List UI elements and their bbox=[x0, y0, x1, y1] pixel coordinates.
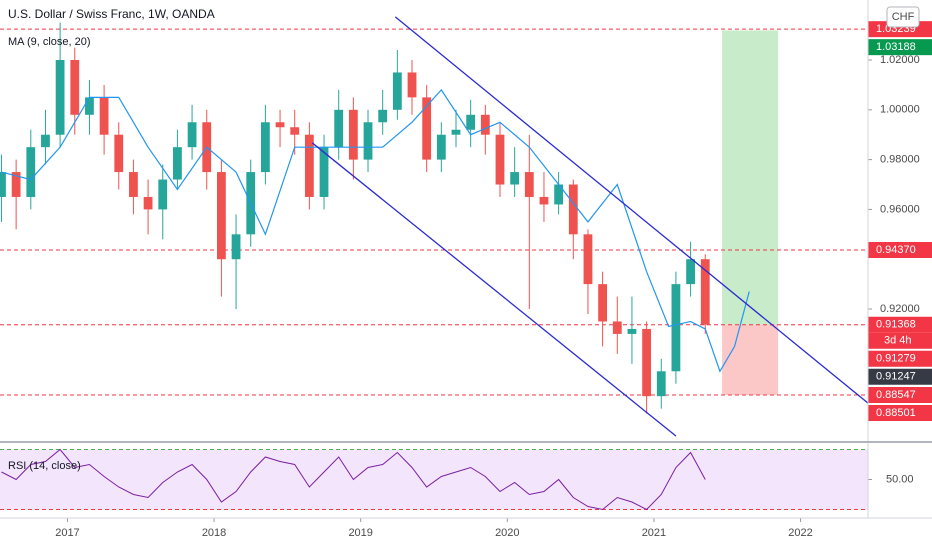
labels: U.S. Dollar / Swiss Franc, 1W, OANDA MA … bbox=[8, 6, 920, 472]
candle-body bbox=[363, 122, 373, 160]
candle-body bbox=[70, 60, 80, 115]
channel-line bbox=[311, 142, 677, 437]
candle-body bbox=[114, 134, 124, 173]
candle-body bbox=[656, 371, 666, 397]
y-tick-label: 0.98000 bbox=[880, 154, 920, 166]
candle-body bbox=[495, 134, 505, 185]
price-label-badge bbox=[868, 39, 932, 56]
candle-body bbox=[480, 114, 490, 135]
candle-body bbox=[290, 127, 300, 135]
candle-body bbox=[598, 284, 608, 322]
price-label: 0.88501 bbox=[876, 407, 916, 419]
price-label-badge bbox=[868, 316, 932, 333]
x-tick-label: 2020 bbox=[495, 527, 519, 539]
symbol-badge-text[interactable]: CHF bbox=[892, 11, 915, 23]
candle-body bbox=[11, 172, 21, 197]
price-label: 0.91368 bbox=[876, 319, 916, 331]
candle-body bbox=[510, 172, 520, 185]
rsi-label: RSI (14, close) bbox=[8, 460, 81, 472]
candle-body bbox=[41, 134, 50, 148]
candle-body bbox=[129, 172, 138, 197]
x-tick-label: 2022 bbox=[788, 527, 812, 539]
candle-body bbox=[260, 122, 270, 173]
price-label-badge bbox=[868, 368, 932, 385]
candle-body bbox=[627, 328, 637, 334]
candle-body bbox=[55, 60, 65, 135]
countdown: 3d 4h bbox=[884, 335, 912, 347]
candle-body bbox=[99, 97, 109, 135]
candle-body bbox=[275, 122, 285, 128]
y-tick-label: 1.02000 bbox=[880, 54, 920, 66]
candle-body bbox=[686, 259, 695, 285]
x-tick-label: 2021 bbox=[642, 527, 666, 539]
position-loss bbox=[722, 324, 779, 396]
candle-body bbox=[700, 259, 710, 325]
candle-body bbox=[407, 72, 417, 98]
ma-line bbox=[1, 88, 750, 373]
rsi-pane bbox=[0, 448, 868, 511]
candle-body bbox=[466, 114, 476, 130]
rsi-line bbox=[1, 448, 706, 511]
candle-body bbox=[173, 147, 182, 180]
y-tick-label: 0.96000 bbox=[880, 203, 920, 215]
candle-body bbox=[0, 172, 6, 197]
candle-body bbox=[612, 321, 622, 334]
price-label: 0.88547 bbox=[876, 389, 916, 401]
candle-body bbox=[304, 134, 314, 197]
price-label: 0.91279 bbox=[876, 353, 916, 365]
price-label-badge bbox=[868, 387, 932, 404]
candle-body bbox=[568, 184, 578, 235]
candle-body bbox=[436, 134, 446, 160]
candle-body bbox=[85, 97, 94, 115]
x-tick-label: 2017 bbox=[55, 527, 79, 539]
rsi-tick-label: 50.00 bbox=[886, 473, 914, 485]
x-tick-label: 2018 bbox=[202, 527, 226, 539]
candle-body bbox=[671, 284, 681, 372]
y-tick-label: 0.92000 bbox=[880, 303, 920, 315]
rsi-band bbox=[0, 449, 868, 510]
candle-body bbox=[642, 328, 651, 397]
axes: 50.00 0.92000 0.96000 0.98000 1.00000 1.02000… bbox=[55, 21, 932, 539]
countdown-badge bbox=[868, 332, 932, 349]
candle-body bbox=[451, 129, 461, 135]
candle-body bbox=[334, 109, 344, 148]
candle-body bbox=[231, 234, 241, 260]
candle-body bbox=[187, 122, 197, 148]
candle-body bbox=[348, 109, 358, 160]
candle-body bbox=[378, 109, 388, 123]
candle-body bbox=[158, 179, 168, 210]
chart-title: U.S. Dollar / Swiss Franc, 1W, OANDA bbox=[8, 7, 215, 21]
x-tick-label: 2019 bbox=[348, 527, 372, 539]
price-label: 1.03188 bbox=[876, 41, 916, 53]
symbol-badge[interactable] bbox=[886, 6, 920, 28]
position-profit bbox=[722, 30, 779, 325]
price-pane bbox=[0, 16, 868, 437]
price-label-badge bbox=[868, 350, 932, 367]
candle-body bbox=[217, 172, 226, 260]
candle-body bbox=[319, 147, 329, 197]
ma-label: MA (9, close, 20) bbox=[8, 36, 91, 48]
price-label-badge bbox=[868, 242, 932, 259]
candle-body bbox=[583, 234, 593, 285]
price-label: 0.91247 bbox=[876, 371, 916, 383]
candle-body bbox=[392, 72, 402, 110]
candle-body bbox=[422, 97, 432, 160]
channel-line bbox=[394, 16, 868, 404]
y-tick-label: 1.00000 bbox=[880, 104, 920, 116]
candle-body bbox=[26, 147, 36, 197]
candle-body bbox=[539, 196, 549, 205]
candle-body bbox=[143, 196, 153, 210]
price-label: 0.94370 bbox=[876, 244, 916, 256]
price-label-badge bbox=[868, 405, 932, 422]
candle-body bbox=[524, 172, 534, 197]
candle-body bbox=[554, 184, 564, 205]
